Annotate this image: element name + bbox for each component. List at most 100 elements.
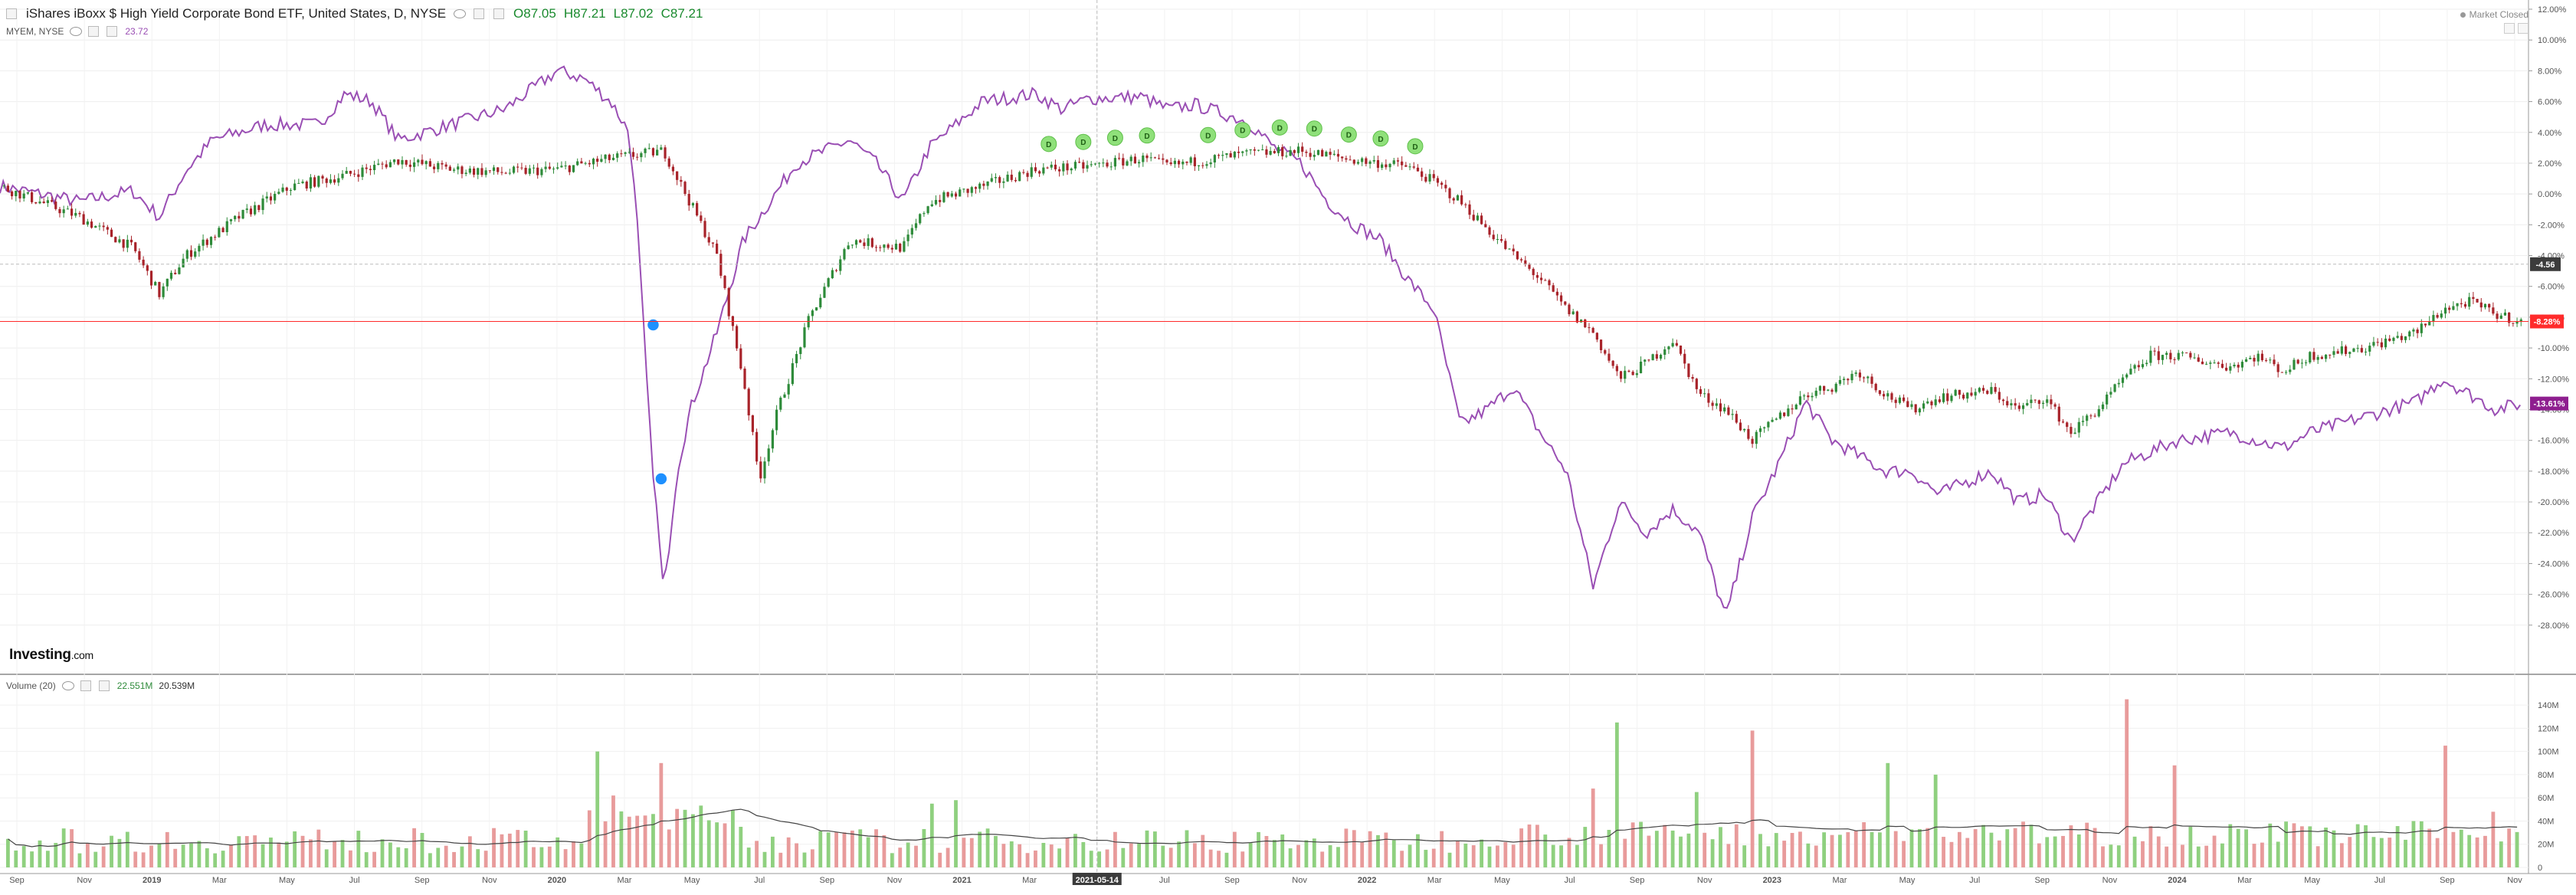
candle-body	[2324, 354, 2328, 359]
volume-bar	[1575, 844, 1579, 867]
volume-bar	[882, 835, 887, 867]
candle-body	[2125, 374, 2129, 378]
candle-body	[1771, 419, 1774, 422]
candle-body	[1376, 159, 1380, 169]
volume-bar	[396, 847, 401, 867]
dividend-marker	[1271, 119, 1288, 136]
volume-bar	[1527, 824, 1532, 867]
candle-body	[883, 244, 886, 248]
candle-body	[1814, 390, 1817, 396]
candle-body	[1109, 166, 1113, 168]
visibility-icon[interactable]	[454, 9, 467, 18]
volume-bar	[2228, 824, 2233, 867]
volume-bar	[1257, 831, 1260, 867]
candle-body	[1707, 393, 1710, 403]
volume-visibility-icon[interactable]	[61, 681, 74, 690]
candle-body	[6, 185, 9, 192]
dividend-marker	[1075, 133, 1092, 150]
time-axis-label: May	[684, 876, 700, 885]
volume-bar	[1161, 845, 1165, 867]
candle-body	[723, 275, 726, 288]
compare-remove-icon[interactable]	[107, 26, 118, 37]
volume-bar	[293, 831, 297, 867]
volume-bar	[2499, 841, 2503, 867]
candle-body	[903, 241, 906, 252]
candle-body	[2073, 432, 2076, 434]
candle-body	[1910, 404, 1913, 408]
candle-body	[839, 259, 842, 271]
candle-body	[2269, 359, 2272, 361]
volume-bar	[340, 840, 345, 867]
compare-settings-icon[interactable]	[88, 26, 100, 37]
candle-body	[1651, 354, 1654, 361]
volume-bar	[715, 822, 719, 867]
volume-bar	[1447, 852, 1452, 867]
candle-body	[1548, 280, 1551, 286]
volume-bar	[1942, 837, 1945, 867]
candle-body	[58, 208, 61, 214]
candle-body	[863, 242, 866, 247]
candle-body	[1787, 408, 1790, 416]
volume-bar	[1320, 851, 1325, 867]
series-line-myem	[0, 65, 2522, 609]
collapse-icon[interactable]	[6, 8, 17, 19]
candle-body	[2312, 352, 2315, 360]
volume-bar	[1663, 825, 1667, 867]
volume-bar	[1503, 842, 1508, 867]
volume-bar	[1113, 831, 1117, 867]
volume-bar	[1742, 845, 1747, 867]
settings-icon[interactable]	[474, 8, 485, 19]
candle-body	[78, 212, 81, 215]
time-axis-label: Nov	[887, 876, 903, 885]
candle-body	[899, 244, 902, 252]
candle-body	[377, 163, 380, 166]
candle-body	[1245, 150, 1248, 152]
event-marker	[646, 318, 660, 332]
candle-body	[747, 388, 750, 416]
candle-body	[1169, 162, 1172, 165]
volume-bar	[1981, 825, 1985, 867]
candle-body	[293, 183, 297, 191]
volume-bar	[1018, 844, 1022, 867]
candle-body	[1401, 161, 1404, 166]
remove-icon[interactable]	[493, 8, 505, 19]
candle-body	[604, 154, 607, 159]
volume-bar	[2459, 829, 2463, 867]
compare-visibility-icon[interactable]	[70, 27, 83, 36]
candle-body	[241, 209, 244, 219]
volume-bar	[1607, 829, 1611, 867]
volume-bar	[2451, 831, 2456, 867]
candle-body	[281, 187, 284, 192]
time-axis-label: Jul	[1159, 876, 1170, 885]
settings-gear-icon[interactable]	[2518, 23, 2528, 34]
volume-bar	[1328, 844, 1332, 867]
volume-axis-label: 20M	[2538, 841, 2554, 850]
candle-body	[62, 209, 65, 214]
candle-body	[2329, 354, 2332, 356]
volume-settings-icon[interactable]	[80, 680, 91, 691]
volume-bar	[866, 837, 870, 867]
candle-body	[1715, 403, 1718, 406]
volume-axis-label: 40M	[2538, 817, 2554, 826]
volume-remove-icon[interactable]	[98, 680, 110, 691]
candle-body	[1798, 396, 1802, 405]
candle-body	[1978, 388, 1981, 392]
volume-bar	[969, 838, 974, 867]
candle-body	[269, 196, 273, 201]
candle-body	[2, 185, 5, 187]
candle-body	[2332, 351, 2335, 356]
candle-body	[1237, 151, 1240, 153]
volume-bar	[1798, 831, 1802, 867]
time-axis-label: Sep	[1630, 876, 1645, 885]
candle-body	[1233, 151, 1236, 158]
candle-body	[2265, 360, 2268, 362]
volume-bar	[2148, 826, 2153, 867]
volume-bar	[1886, 762, 1890, 867]
volume-bar	[2332, 830, 2336, 867]
volume-bar	[284, 841, 289, 867]
candle-body	[2010, 403, 2013, 406]
volume-bar	[253, 835, 257, 867]
maximize-icon[interactable]	[2504, 23, 2515, 34]
volume-bar	[1384, 832, 1388, 867]
